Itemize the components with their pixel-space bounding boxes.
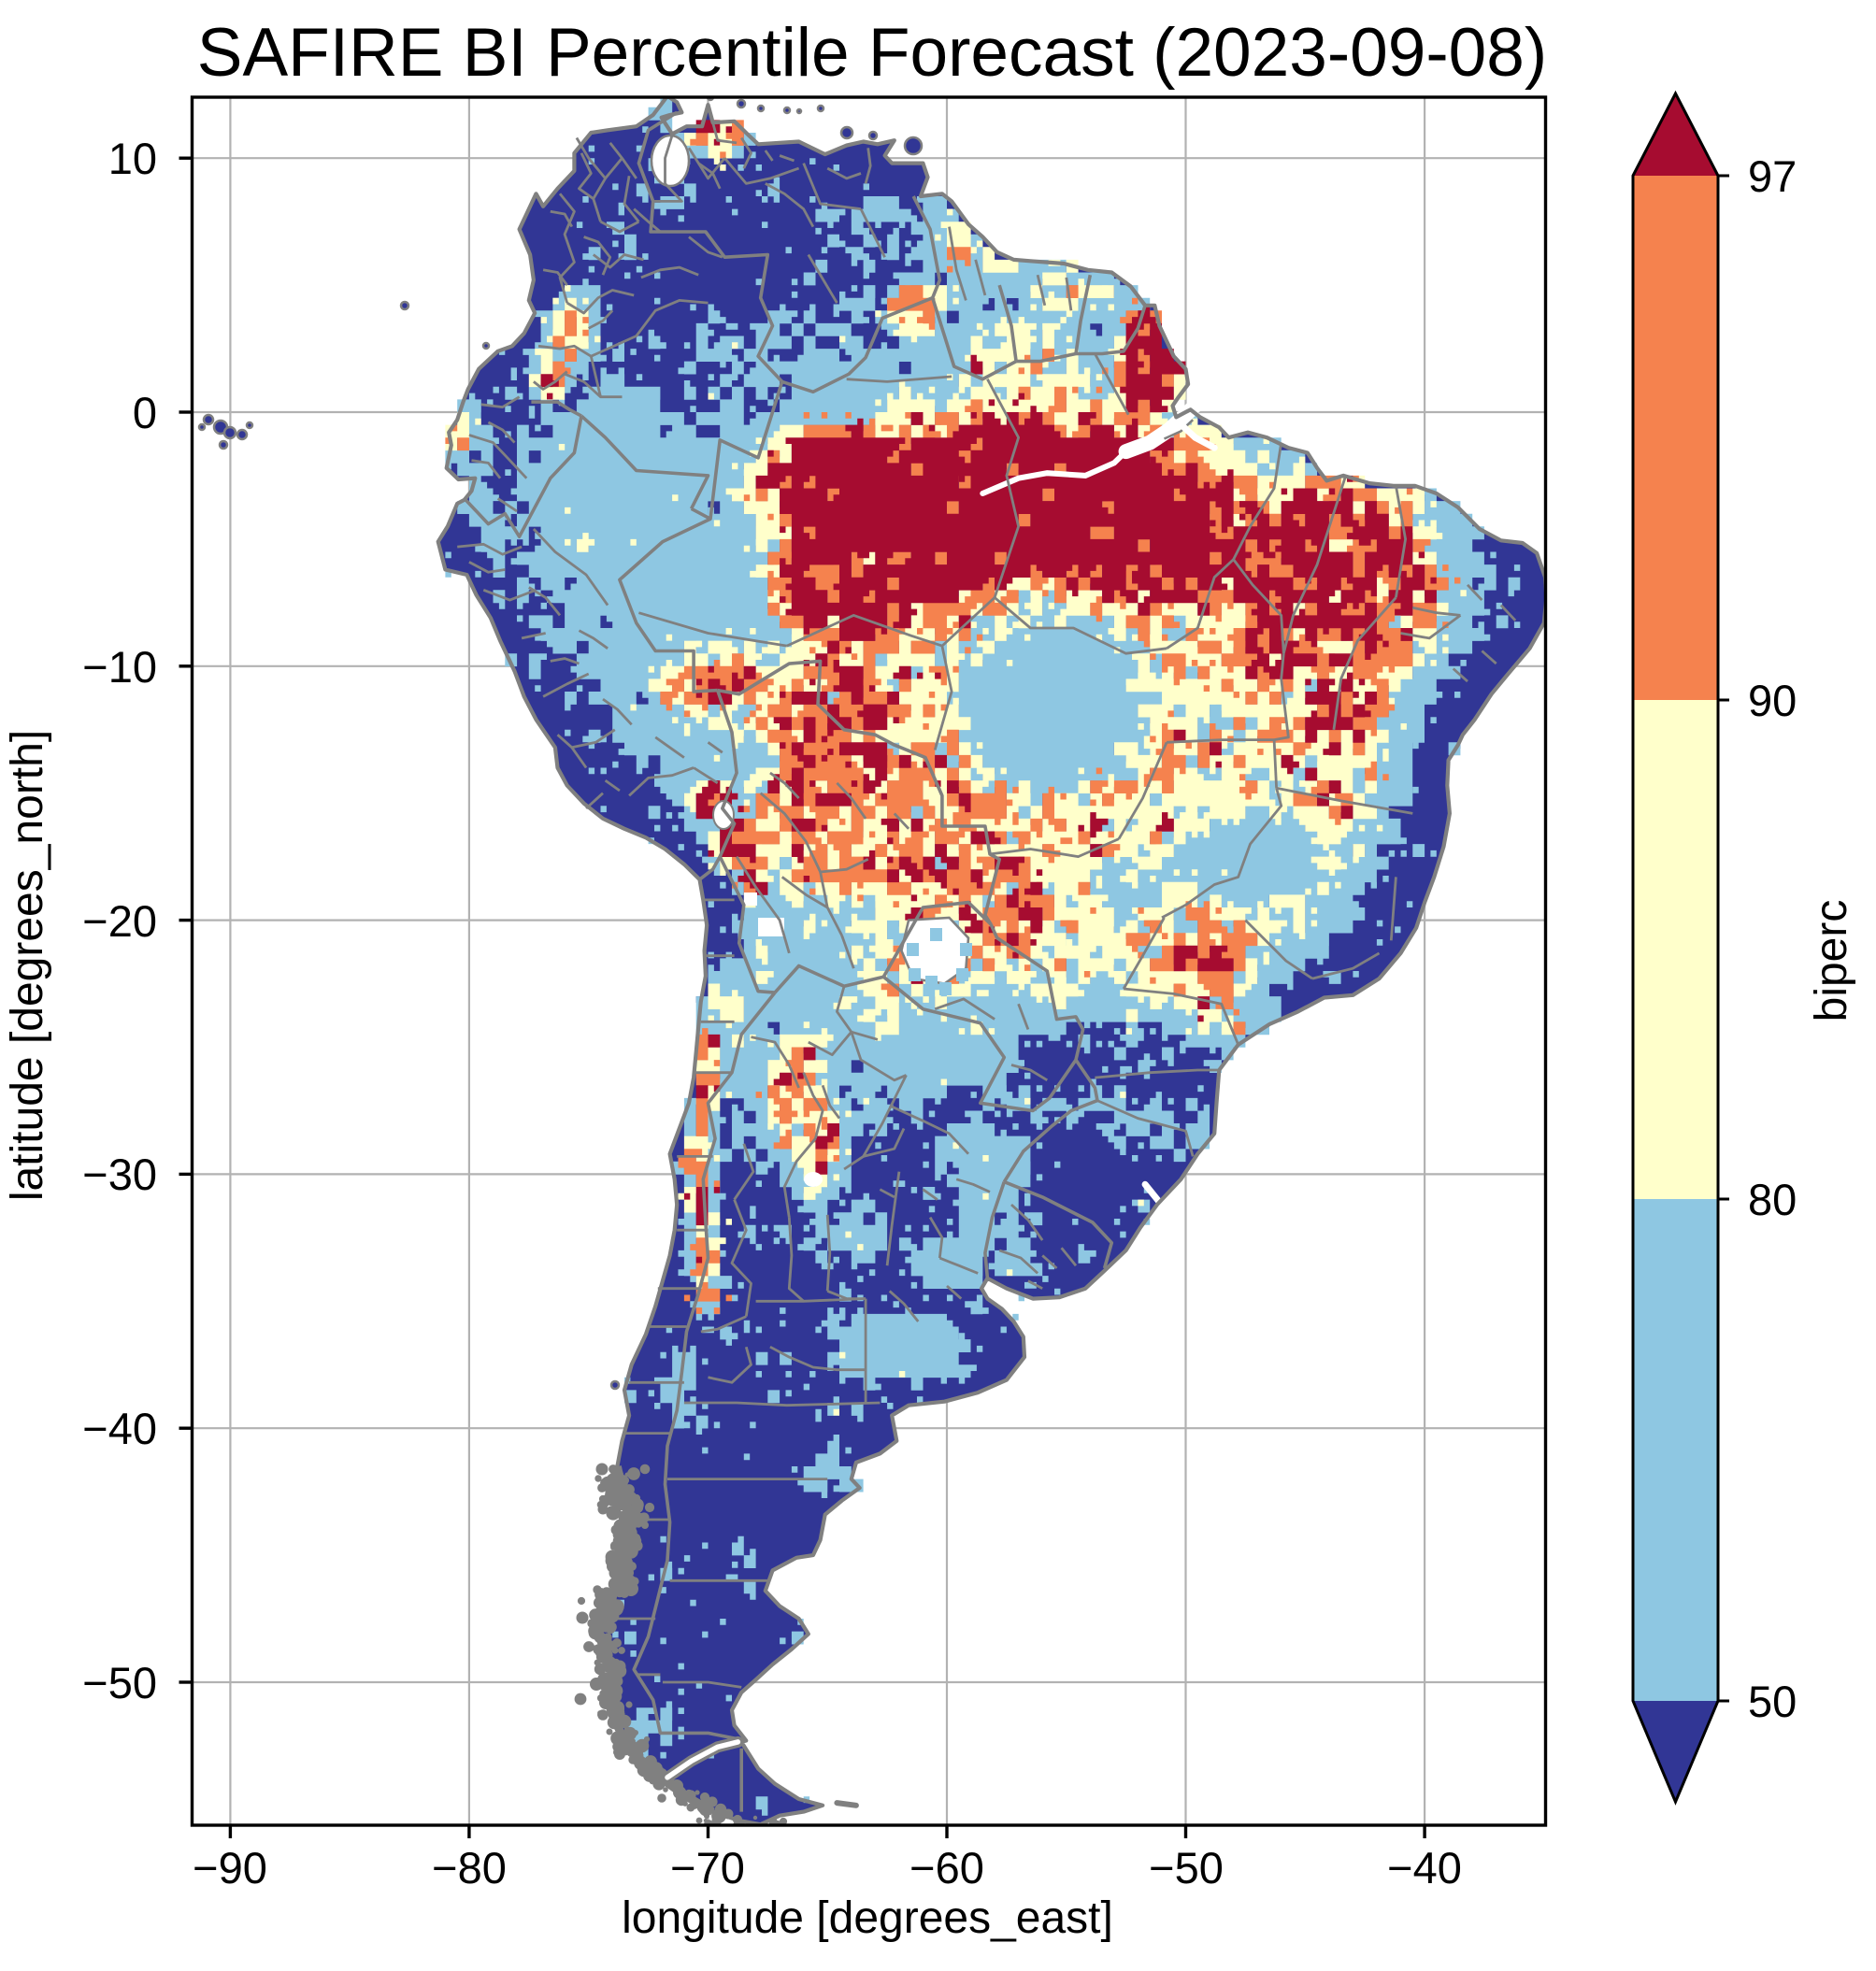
svg-text:latitude [degrees_north]: latitude [degrees_north] — [3, 730, 52, 1201]
svg-text:50: 50 — [1748, 1677, 1797, 1726]
svg-text:−70: −70 — [670, 1843, 745, 1892]
svg-text:80: 80 — [1748, 1175, 1797, 1224]
svg-text:90: 90 — [1748, 676, 1797, 725]
svg-text:longitude [degrees_east]: longitude [degrees_east] — [622, 1893, 1113, 1943]
svg-text:−40: −40 — [1387, 1843, 1462, 1892]
svg-text:−30: −30 — [82, 1150, 157, 1199]
svg-text:−50: −50 — [82, 1658, 157, 1707]
svg-text:−40: −40 — [82, 1404, 157, 1453]
svg-text:−90: −90 — [193, 1843, 267, 1892]
svg-text:biperc: biperc — [1807, 900, 1856, 1022]
svg-text:−80: −80 — [432, 1843, 507, 1892]
svg-text:97: 97 — [1748, 151, 1797, 201]
svg-text:−60: −60 — [909, 1843, 984, 1892]
svg-text:10: 10 — [108, 134, 157, 183]
svg-text:SAFIRE BI Percentile Forecast: SAFIRE BI Percentile Forecast (2023-09-0… — [197, 15, 1547, 91]
svg-text:−20: −20 — [82, 896, 157, 946]
svg-text:−50: −50 — [1149, 1843, 1224, 1892]
svg-text:−10: −10 — [82, 642, 157, 692]
svg-text:0: 0 — [133, 388, 157, 437]
